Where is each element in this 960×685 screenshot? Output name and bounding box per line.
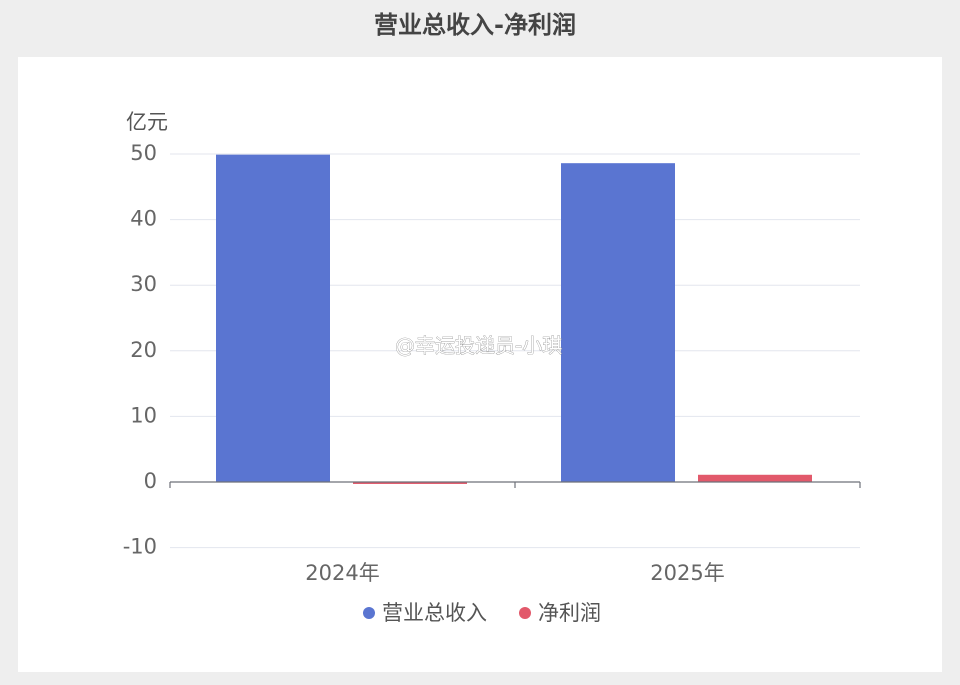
bar <box>216 154 330 482</box>
y-tick-label: 40 <box>130 207 157 231</box>
bar <box>698 474 812 482</box>
legend-marker <box>363 607 375 619</box>
y-tick-label: -10 <box>123 535 157 559</box>
y-tick-label: 0 <box>144 469 157 493</box>
legend-marker <box>519 607 531 619</box>
x-tick-label: 2025年 <box>650 561 724 585</box>
bar <box>561 163 675 482</box>
watermark: @幸运投递员-小琪 <box>395 334 562 358</box>
y-unit: 亿元 <box>126 110 168 134</box>
legend-label: 营业总收入 <box>382 601 487 625</box>
legend-label: 净利润 <box>538 601 601 625</box>
panel <box>18 57 942 672</box>
chart-title: 营业总收入-净利润 <box>374 11 576 39</box>
bar <box>353 482 467 484</box>
x-tick-label: 2024年 <box>305 561 379 585</box>
y-tick-label: 30 <box>130 272 157 296</box>
y-tick-label: 50 <box>130 141 157 165</box>
y-tick-label: 20 <box>130 338 157 362</box>
y-tick-label: 10 <box>130 403 157 427</box>
